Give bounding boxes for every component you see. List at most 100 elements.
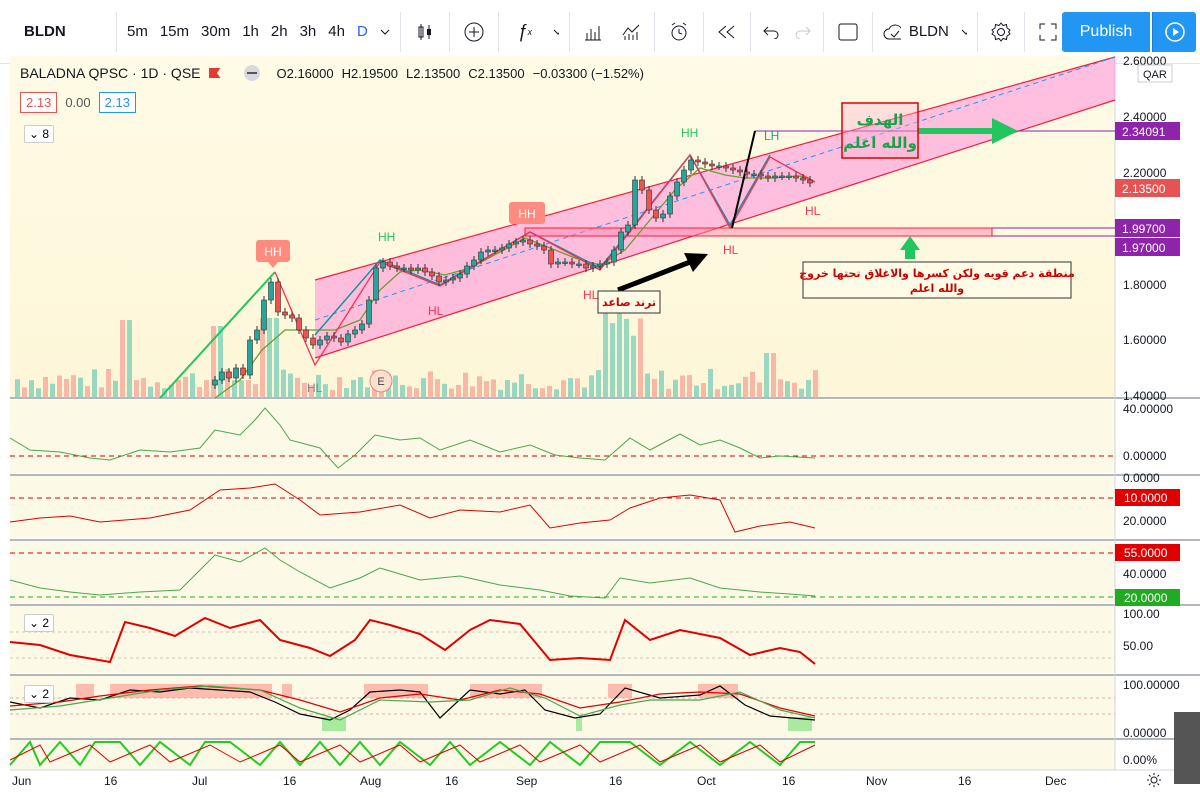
pane5-collapse-button[interactable]: ⌄ 2 [24,685,55,703]
interval-1h[interactable]: 1h [242,23,259,40]
earnings-marker[interactable] [369,369,393,393]
pane2-line [9,483,816,533]
candle-body [688,159,694,171]
interval-30m[interactable]: 30m [201,23,231,40]
support-note[interactable]: منطقة دعم قويه ولكن كسرها والاغلاق تحتها… [799,261,1075,299]
ohlc-low: L2.13500 [406,65,461,81]
pane4-collapse-button[interactable]: ⌄ 2 [24,614,55,632]
indicators-collapse-button[interactable]: ⌄ 8 [24,125,55,143]
volume-bar [113,380,118,398]
trend-note-label: ترند صاعد [602,296,656,309]
symbol-search[interactable]: BLDN [24,23,66,40]
pane-3-bg [10,541,1115,603]
ohlc-high: H2.19500 [341,65,398,81]
trend-note[interactable]: ترند صاعد [597,290,661,314]
candle-body [646,189,652,211]
replay-icon[interactable] [708,12,746,52]
interval-d[interactable]: D [356,23,368,40]
volume-bar [302,382,307,398]
price-channel[interactable] [315,57,1115,358]
volume-bar [204,380,209,398]
candle-body [723,165,729,169]
volume-bar [309,385,314,398]
saved-layout-name[interactable]: BLDN [908,23,949,40]
candle-body [464,265,470,275]
pane3-level: 20.0000 [1124,591,1168,605]
financials-icon[interactable] [574,12,612,52]
price-tick: 2.40000 [1123,110,1167,124]
pane1-tick: 0.00000 [1123,449,1167,463]
volume-bar [554,389,559,398]
target-box[interactable]: الهدف والله اعلم [841,102,919,159]
add-compare-icon[interactable] [454,12,494,52]
volume-bar [50,383,55,398]
publish-button[interactable]: Publish [1062,12,1150,52]
chevron-down-icon[interactable] [547,12,565,52]
candle-body [807,179,813,184]
volume-bar [743,376,748,398]
alert-icon[interactable] [659,12,699,52]
candle-body [702,161,708,165]
candle-body [324,335,330,341]
candle-body [772,175,778,179]
volume-bar [575,378,580,398]
candle-body [674,181,680,197]
candles-icon[interactable] [405,12,445,52]
interval-2h[interactable]: 2h [270,23,288,40]
lh-label: LH [764,129,779,143]
pane-6-bg [10,740,1115,770]
volume-bar [449,388,454,398]
volume-bar [533,388,538,398]
interval-15m[interactable]: 15m [159,23,190,40]
candle-body [499,247,505,251]
side-panel-toggle[interactable] [1174,712,1200,784]
last-price-label: 2.13500 [1122,182,1166,196]
interval-5m[interactable]: 5m [127,23,148,40]
candlesticks [212,156,813,389]
volume-bar [134,380,139,398]
volume-bar [778,379,783,398]
support-note-line1: منطقة دعم قويه ولكن كسرها والاغلاق تحتها… [799,267,1075,281]
chevron-down-icon[interactable] [374,12,396,52]
volume-bar [813,370,818,398]
candle-body [254,329,260,341]
legend-title[interactable]: BALADNA QPSC · 1D · QSE [20,65,201,81]
volume-bar [421,378,426,398]
cloud-icon[interactable] [877,12,907,52]
volume-bar [176,379,181,398]
chevron-down-icon: ⌄ [29,127,40,141]
pane1-line [9,407,816,469]
interval-3h[interactable]: 3h [299,23,317,40]
volume-bar [764,353,769,398]
volume-bar [596,370,601,398]
candle-body [506,243,512,249]
interval-4h[interactable]: 4h [328,23,345,40]
candle-body [548,249,554,265]
support-zone[interactable] [524,227,993,237]
candle-body [611,249,617,263]
volume-bar [211,326,216,398]
candle-body [485,249,491,253]
templates-icon[interactable] [612,12,650,52]
volume-bar [750,371,755,398]
volume-bar [547,385,552,398]
layout-icon[interactable] [828,12,868,52]
divider [702,11,704,52]
pane1-tick: 40.00000 [1123,402,1173,416]
gear-icon[interactable] [1147,773,1161,787]
volume-bar [568,378,573,398]
fullscreen-icon[interactable] [1029,12,1067,52]
play-icon[interactable] [1152,12,1196,52]
chevron-down-icon[interactable] [955,12,973,52]
volume-bar [253,384,258,398]
target-title: الهدف [857,111,904,129]
undo-icon[interactable] [755,12,787,52]
value-box-red: 2.13 [20,92,58,113]
hide-icon[interactable] [243,64,261,82]
gear-icon[interactable] [982,12,1020,52]
pane5-line-green [9,685,816,721]
divider [871,11,873,52]
divider [653,11,655,52]
